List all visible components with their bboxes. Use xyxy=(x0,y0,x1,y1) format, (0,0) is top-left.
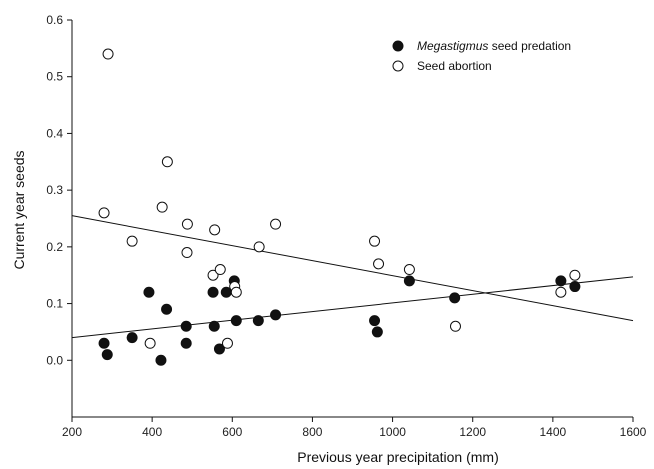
x-axis-title: Previous year precipitation (mm) xyxy=(297,449,499,465)
point-abortion xyxy=(253,241,265,253)
point-abortion xyxy=(555,286,567,298)
y-axis-title: Current year seeds xyxy=(11,150,27,269)
point-predation xyxy=(101,349,113,361)
point-predation xyxy=(155,354,167,366)
point-predation xyxy=(555,275,567,287)
point-predation xyxy=(230,315,242,327)
y-tick-label: 0.5 xyxy=(46,70,63,84)
point-abortion xyxy=(181,247,193,259)
y-tick-label: 0.4 xyxy=(46,126,63,140)
point-abortion xyxy=(221,337,233,349)
plot-area xyxy=(71,20,633,418)
point-predation xyxy=(208,320,220,332)
point-predation xyxy=(569,281,581,293)
point-abortion xyxy=(102,48,114,60)
trendline-abortion xyxy=(71,215,634,322)
point-predation xyxy=(369,315,381,327)
data-points xyxy=(98,48,581,366)
point-predation xyxy=(449,292,461,304)
legend: Megastigmus seed predation Seed abortion xyxy=(370,30,628,80)
point-abortion xyxy=(126,235,138,247)
x-tick-label: 1200 xyxy=(459,425,486,439)
point-predation xyxy=(143,286,155,298)
point-abortion xyxy=(209,224,221,236)
x-tick-label: 400 xyxy=(142,425,162,439)
point-predation xyxy=(252,315,264,327)
point-abortion xyxy=(403,264,415,276)
point-abortion xyxy=(161,156,173,168)
point-abortion xyxy=(270,218,282,230)
legend-marker-predation xyxy=(392,40,404,52)
point-predation xyxy=(371,326,383,338)
legend-label-predation: Megastigmus seed predation xyxy=(417,39,571,53)
point-abortion xyxy=(144,337,156,349)
y-tick-label: 0.3 xyxy=(46,183,63,197)
point-predation xyxy=(270,309,282,321)
legend-box xyxy=(370,30,628,80)
y-tick-label: 0.6 xyxy=(46,13,63,27)
point-abortion xyxy=(449,320,461,332)
x-tick-label: 1000 xyxy=(379,425,406,439)
point-predation xyxy=(180,337,192,349)
point-abortion xyxy=(156,201,168,213)
x-tick-label: 1400 xyxy=(540,425,567,439)
point-abortion xyxy=(214,264,226,276)
legend-label-abortion: Seed abortion xyxy=(417,59,492,73)
y-axis-ticks: 0.0 0.1 0.2 0.3 0.4 0.5 0.6 xyxy=(46,13,72,367)
point-predation xyxy=(403,275,415,287)
trendlines xyxy=(71,215,634,339)
point-predation xyxy=(207,286,219,298)
point-abortion xyxy=(181,218,193,230)
point-abortion xyxy=(230,286,242,298)
point-predation xyxy=(126,332,138,344)
point-abortion xyxy=(569,269,581,281)
point-predation xyxy=(213,343,225,355)
point-predation xyxy=(98,337,110,349)
trendline-predation xyxy=(71,276,634,339)
x-tick-label: 1600 xyxy=(620,425,647,439)
point-abortion xyxy=(373,258,385,270)
point-abortion xyxy=(369,235,381,247)
point-predation xyxy=(180,320,192,332)
x-axis-ticks: 200 400 600 800 1000 1200 1400 1600 xyxy=(62,417,647,439)
point-abortion xyxy=(207,269,219,281)
x-tick-label: 200 xyxy=(62,425,82,439)
y-tick-label: 0.2 xyxy=(46,240,63,254)
point-predation xyxy=(161,303,173,315)
x-tick-label: 600 xyxy=(222,425,242,439)
x-tick-label: 800 xyxy=(302,425,322,439)
legend-marker-abortion xyxy=(392,60,404,72)
y-tick-label: 0.1 xyxy=(46,297,63,311)
point-abortion xyxy=(98,207,110,219)
y-tick-label: 0.0 xyxy=(46,353,63,367)
